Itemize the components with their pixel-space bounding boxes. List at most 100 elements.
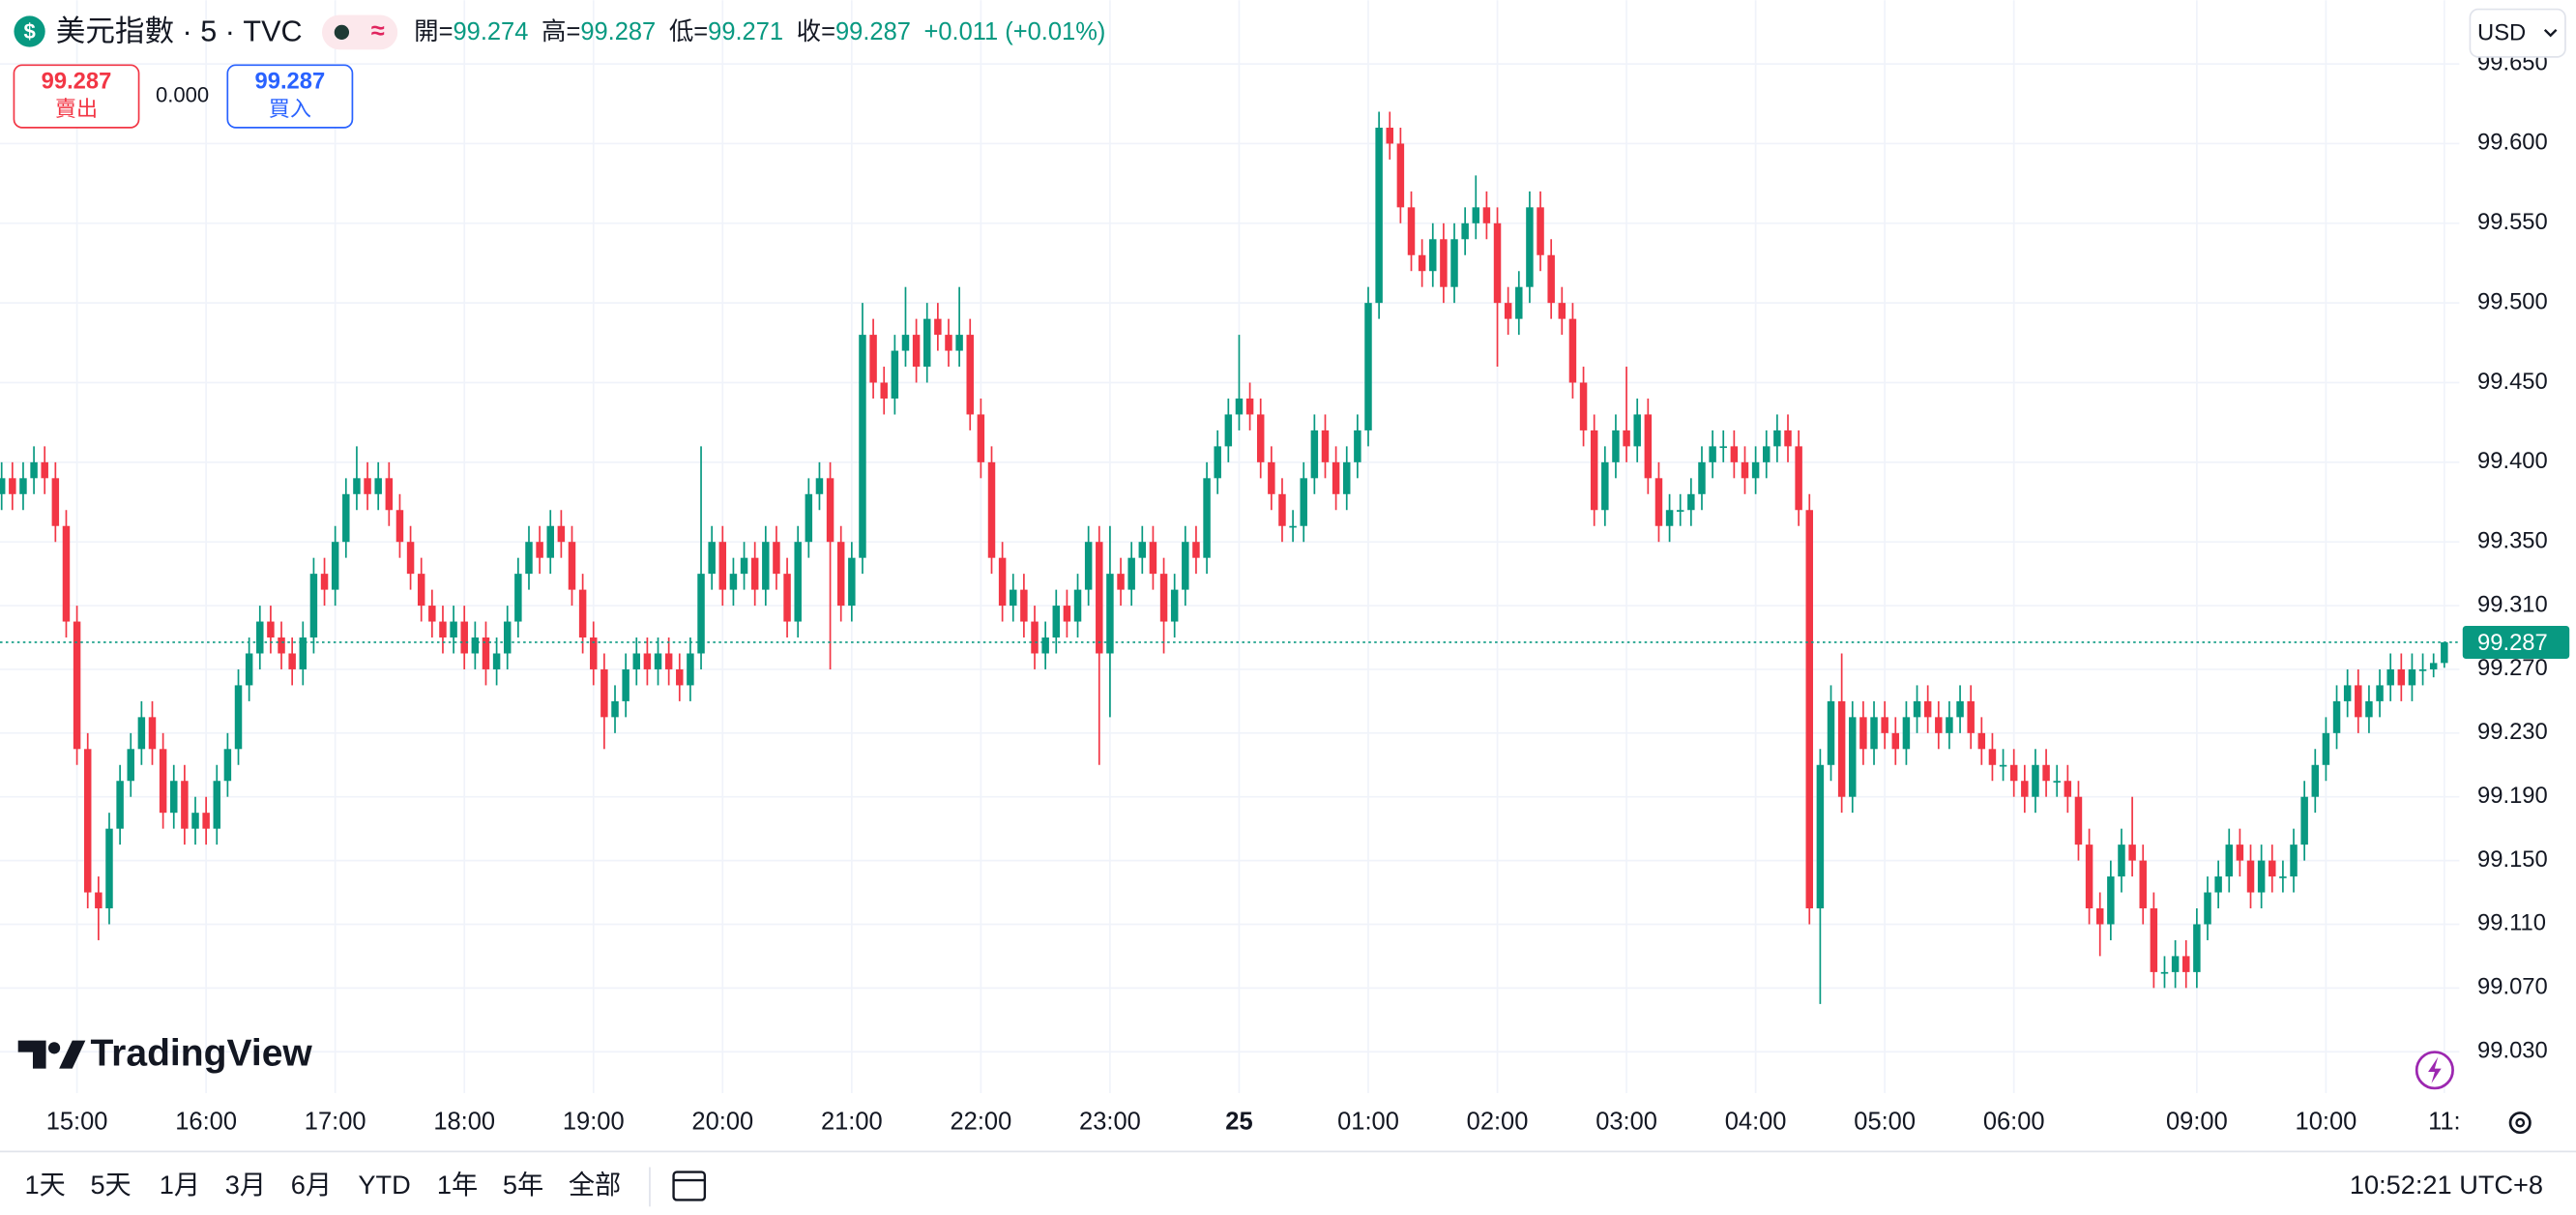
sell-button[interactable] [13,64,140,129]
settings-button[interactable] [2508,1111,2532,1135]
candle-body [2160,971,2169,974]
candle-body [1192,542,1200,558]
x-tick-label: 02:00 [1467,1108,1529,1135]
candle-body [1440,239,1448,287]
candle-body [1321,430,1330,462]
candle-body [1203,478,1211,558]
candle-body [2290,845,2298,877]
range-button[interactable]: 1年 [437,1170,478,1200]
candle-body [1127,557,1135,590]
close-value: 99.287 [835,18,911,45]
range-button[interactable]: 全部 [569,1170,621,1200]
candle-body [2429,663,2438,669]
candle-body [1612,430,1620,462]
y-tick-label: 99.550 [2477,209,2548,235]
candle-body [2171,956,2180,972]
candle-body [2053,781,2061,783]
candle-body [998,557,1007,607]
status-pill [322,15,398,50]
candle-body [1310,430,1319,479]
candle-body [2204,892,2211,925]
candle-body [697,574,705,654]
candle-body [1601,461,1609,511]
y-tick-label: 99.270 [2477,655,2548,681]
market-status-dot [334,24,350,41]
candle-body [1245,398,1254,415]
alert-icon [2428,1056,2442,1083]
candle-body [191,813,199,829]
range-button[interactable]: 6月 [291,1170,332,1200]
high-value: 99.287 [580,18,656,45]
candle-body [2139,860,2147,908]
candle-body [2365,700,2373,718]
candle-body [2418,668,2427,671]
candle-body [987,461,996,558]
candle-body [1117,574,1125,590]
candle-body [1568,318,1577,383]
buy-button[interactable] [226,64,354,129]
last-price-label: 99.287 [2477,630,2548,656]
candle-body [1665,510,1674,526]
candle-body [1676,510,1684,512]
range-button[interactable]: 1天 [24,1170,65,1200]
candle-body [2095,907,2104,925]
candle-body [492,653,501,669]
candle-body [1418,254,1426,272]
candle-body [1159,574,1168,622]
range-button[interactable]: YTD [358,1170,410,1200]
candle-body [1289,525,1297,528]
candle-body [148,717,157,750]
candle-body [1493,222,1502,304]
candle-body [2376,685,2384,701]
candle-body [632,653,641,669]
candle-body [1988,749,1997,765]
range-button[interactable]: 1月 [160,1170,200,1200]
candle-body [83,749,92,893]
candle-body [2214,876,2222,893]
candle-body [170,781,178,814]
candle-body [1805,510,1813,908]
candle-body [1816,764,1825,908]
candle-body [309,574,318,638]
candle-body [729,574,738,590]
candle-body [1547,254,1555,304]
candle-body [1010,589,1017,607]
candle-body [2386,668,2394,686]
range-button[interactable]: 5年 [503,1170,543,1200]
candle-body [1407,207,1416,255]
x-tick-label: 23:00 [1079,1108,1141,1135]
candle-body [2064,781,2072,797]
candle-body [2332,700,2341,733]
candle-body [1354,430,1361,462]
x-tick-label: 11: [2428,1108,2461,1135]
candle-body [934,318,942,336]
clock: 10:52:21 UTC+8 [2350,1170,2543,1200]
candle-body [2074,796,2083,845]
candle-body [805,493,813,543]
calendar-button[interactable] [672,1171,707,1201]
candle-body [1644,414,1653,479]
candle-body [1891,732,1900,750]
candle-body [1859,717,1867,750]
watermark-logo [17,1040,86,1069]
candle-body [1235,398,1244,415]
candle-body [1504,303,1512,319]
candle-body [385,478,394,511]
candle-body [1182,542,1189,590]
candle-body [2311,764,2320,797]
candle-body [1967,700,1975,733]
chart-title[interactable]: 美元指數 · 5 · TVC [56,15,303,47]
range-button[interactable]: 3月 [225,1170,266,1200]
currency-dropdown[interactable] [2469,8,2566,58]
candle-body [159,749,167,814]
candle-body [2182,956,2190,972]
candle-body [546,525,554,558]
candle-body [19,478,27,494]
candle-body [1870,717,1878,750]
candle-body [1278,493,1286,526]
y-tick-label: 99.600 [2477,130,2548,156]
range-button[interactable]: 5天 [90,1170,131,1200]
candle-body [1687,493,1695,511]
y-tick-label: 99.030 [2477,1038,2548,1064]
